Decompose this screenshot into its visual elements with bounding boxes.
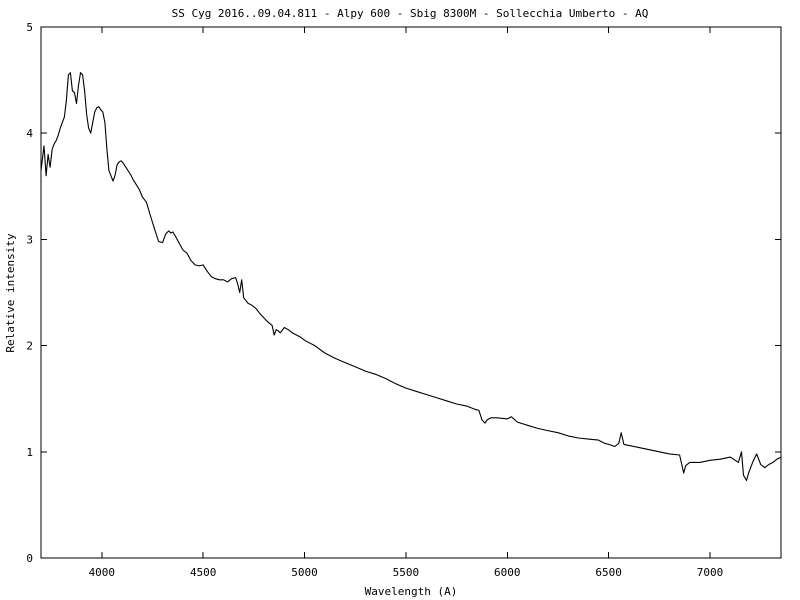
- plot-frame: [40, 26, 782, 559]
- y-tick-label: 5: [26, 21, 33, 34]
- x-tick-label: 7000: [697, 566, 724, 579]
- x-axis-ticks: 4000 4500 5000 5500 6000 6500 7000: [89, 27, 724, 579]
- x-tick-label: 4500: [190, 566, 217, 579]
- x-axis-label: Wavelength (A): [365, 585, 458, 598]
- x-tick-label: 6000: [494, 566, 521, 579]
- x-tick-label: 5500: [393, 566, 420, 579]
- y-tick-label: 2: [26, 340, 33, 353]
- y-tick-label: 0: [26, 552, 33, 565]
- x-tick-label: 5000: [291, 566, 318, 579]
- chart-title: SS Cyg 2016..09.04.811 - Alpy 600 - Sbig…: [172, 7, 649, 20]
- y-axis-label: Relative intensity: [4, 233, 17, 353]
- x-tick-label: 4000: [89, 566, 116, 579]
- y-axis-ticks: 0 1 2 3 4 5: [26, 21, 781, 565]
- y-tick-label: 3: [26, 233, 33, 246]
- y-tick-label: 1: [26, 446, 33, 459]
- y-tick-label: 4: [26, 127, 33, 140]
- spectrum-line: [40, 72, 782, 482]
- x-tick-label: 6500: [595, 566, 622, 579]
